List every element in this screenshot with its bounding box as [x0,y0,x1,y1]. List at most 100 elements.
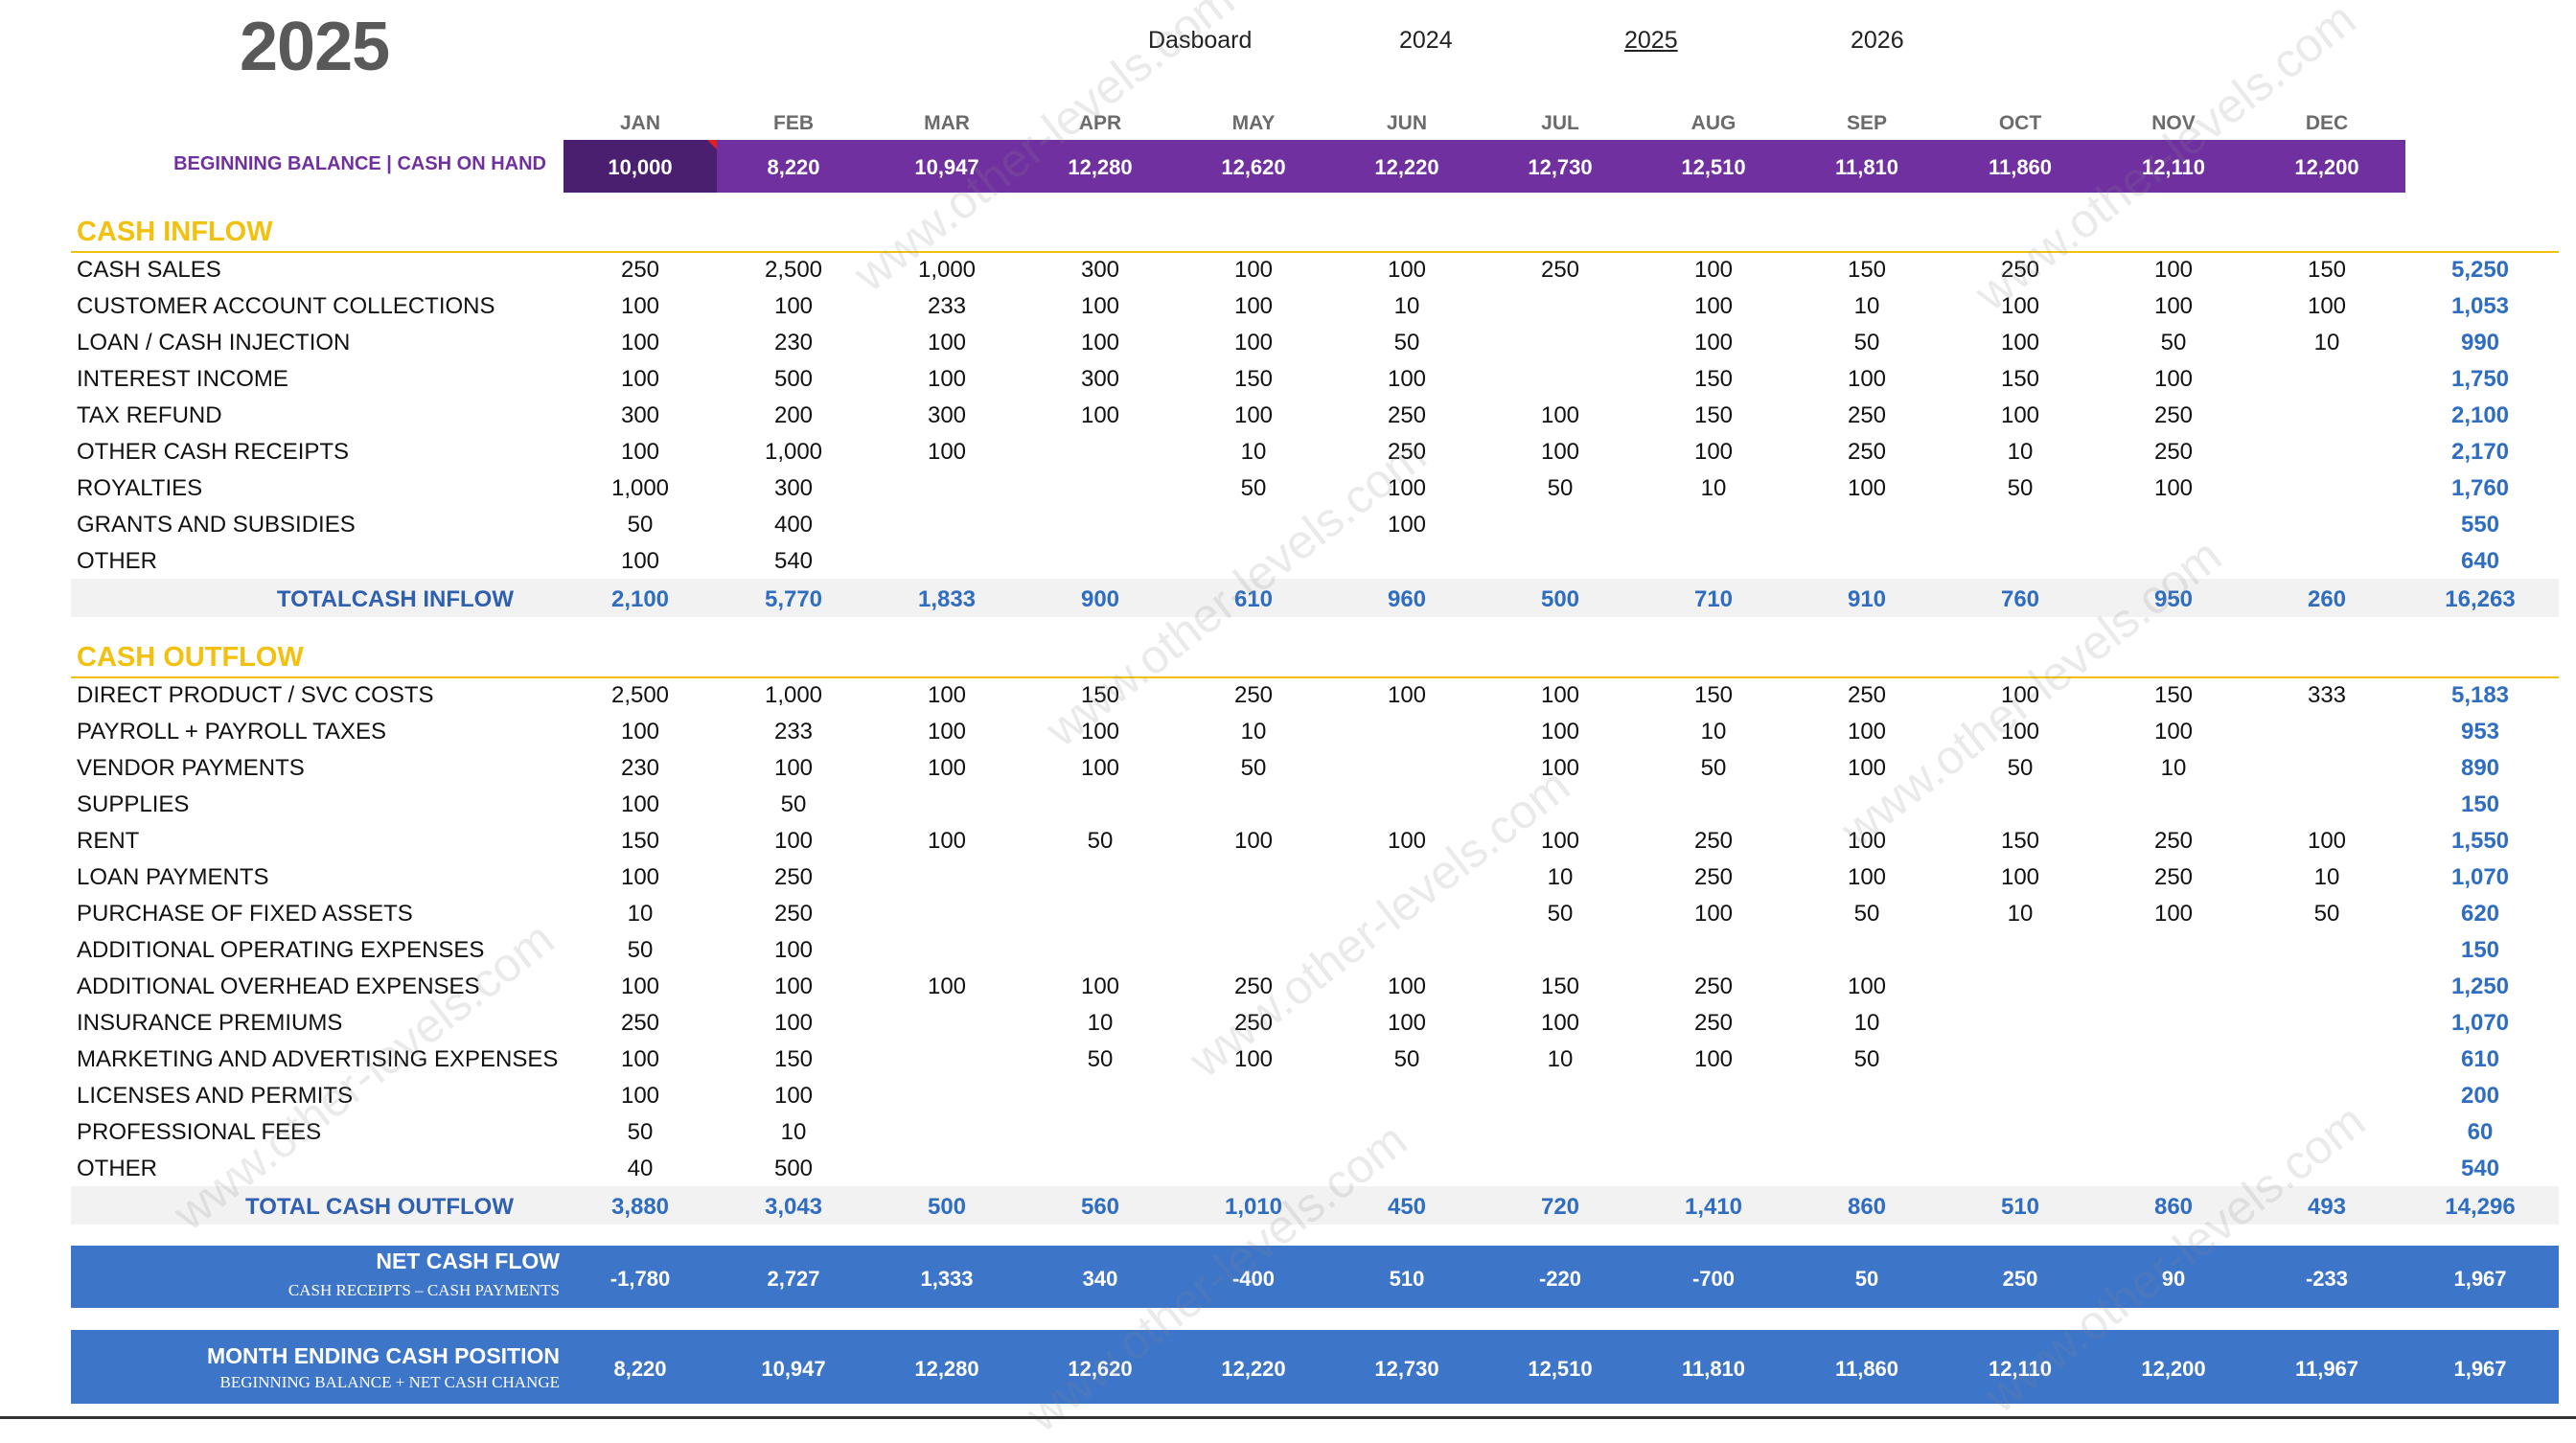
table-cell[interactable]: 500 [773,366,814,392]
table-cell[interactable]: 100 [2000,293,2040,319]
table-cell[interactable]: 100 [1540,402,1580,428]
table-cell[interactable]: 150 [1540,973,1580,999]
table-cell[interactable]: 100 [773,1010,814,1036]
table-cell[interactable]: 150 [1693,366,1734,392]
table-cell[interactable]: 100 [1387,366,1427,392]
table-cell[interactable]: 40 [627,1156,654,1181]
table-cell[interactable]: 100 [2000,330,2040,355]
table-cell[interactable]: 250 [1233,1010,1274,1036]
table-cell[interactable]: 50 [627,512,654,538]
table-cell[interactable]: 100 [1693,257,1734,283]
table-cell[interactable]: 50 [1087,1046,1114,1072]
table-cell[interactable]: 100 [2153,475,2194,501]
table-cell[interactable]: 100 [1387,682,1427,708]
table-cell[interactable]: 10 [1393,293,1420,319]
table-cell[interactable]: 300 [1080,257,1120,283]
nav-2026-link[interactable]: 2026 [1851,27,1904,54]
table-cell[interactable]: 100 [1847,719,1887,744]
table-cell[interactable]: 10 [1853,1010,1880,1036]
table-cell[interactable]: 50 [2313,901,2340,927]
table-cell[interactable]: 100 [1693,901,1734,927]
table-cell[interactable]: 100 [1540,1010,1580,1036]
table-cell[interactable]: 50 [1240,755,1267,781]
table-cell[interactable]: 250 [1693,864,1734,890]
table-cell[interactable]: 10 [2007,439,2034,465]
table-cell[interactable]: 100 [1080,293,1120,319]
table-cell[interactable]: 100 [773,937,814,963]
table-cell[interactable]: 250 [1847,402,1887,428]
table-cell[interactable]: 100 [1540,682,1580,708]
table-cell[interactable]: 250 [620,257,660,283]
table-cell[interactable]: 100 [1080,402,1120,428]
table-cell[interactable]: 50 [1853,901,1880,927]
table-cell[interactable]: 100 [2307,828,2347,854]
table-cell[interactable]: 100 [2153,293,2194,319]
table-cell[interactable]: 100 [773,755,814,781]
table-cell[interactable]: 100 [620,548,660,574]
table-cell[interactable]: 50 [627,1119,654,1145]
table-cell[interactable]: 100 [927,755,967,781]
table-cell[interactable]: 50 [1853,330,1880,355]
table-cell[interactable]: 333 [2307,682,2347,708]
table-cell[interactable]: 50 [627,937,654,963]
table-cell[interactable]: 100 [620,719,660,744]
table-cell[interactable]: 150 [1233,366,1274,392]
table-cell[interactable]: 100 [1387,828,1427,854]
table-cell[interactable]: 50 [1547,901,1574,927]
table-cell[interactable]: 230 [620,755,660,781]
table-cell[interactable]: 10 [1700,719,1727,744]
table-cell[interactable]: 100 [1233,257,1274,283]
table-cell[interactable]: 100 [773,828,814,854]
nav-2025-link[interactable]: 2025 [1624,27,1678,54]
table-cell[interactable]: 233 [773,719,814,744]
table-cell[interactable]: 100 [1387,257,1427,283]
table-cell[interactable]: 100 [620,1046,660,1072]
table-cell[interactable]: 10 [2007,901,2034,927]
table-cell[interactable]: 50 [780,791,807,817]
table-cell[interactable]: 100 [2000,402,2040,428]
table-cell[interactable]: 100 [620,1083,660,1109]
table-cell[interactable]: 100 [773,293,814,319]
table-cell[interactable]: 100 [1387,973,1427,999]
table-cell[interactable]: 300 [927,402,967,428]
table-cell[interactable]: 10 [1547,864,1574,890]
table-cell[interactable]: 100 [620,293,660,319]
table-cell[interactable]: 250 [773,901,814,927]
table-cell[interactable]: 100 [1387,512,1427,538]
table-cell[interactable]: 1,000 [764,682,823,708]
table-cell[interactable]: 1,000 [764,439,823,465]
table-cell[interactable]: 150 [1693,402,1734,428]
table-cell[interactable]: 2,500 [610,682,670,708]
table-cell[interactable]: 250 [1847,439,1887,465]
table-cell[interactable]: 100 [1080,973,1120,999]
table-cell[interactable]: 100 [2000,682,2040,708]
table-cell[interactable]: 100 [773,1083,814,1109]
table-cell[interactable]: 100 [1540,755,1580,781]
table-cell[interactable]: 100 [1387,1010,1427,1036]
table-cell[interactable]: 100 [1540,719,1580,744]
table-cell[interactable]: 100 [1847,366,1887,392]
table-cell[interactable]: 10 [627,901,654,927]
table-cell[interactable]: 100 [1540,828,1580,854]
table-cell[interactable]: 10 [2160,755,2187,781]
table-cell[interactable]: 100 [1847,475,1887,501]
table-cell[interactable]: 250 [2153,828,2194,854]
table-cell[interactable]: 100 [1693,439,1734,465]
table-cell[interactable]: 10 [780,1119,807,1145]
table-cell[interactable]: 100 [1847,828,1887,854]
table-cell[interactable]: 10 [2313,330,2340,355]
table-cell[interactable]: 50 [2007,475,2034,501]
table-cell[interactable]: 100 [1847,755,1887,781]
table-cell[interactable]: 100 [2153,366,2194,392]
table-cell[interactable]: 50 [1087,828,1114,854]
table-cell[interactable]: 100 [620,973,660,999]
table-cell[interactable]: 300 [1080,366,1120,392]
table-cell[interactable]: 100 [773,973,814,999]
table-cell[interactable]: 10 [1240,439,1267,465]
table-cell[interactable]: 250 [1693,1010,1734,1036]
table-cell[interactable]: 100 [620,864,660,890]
table-cell[interactable]: 100 [927,719,967,744]
table-cell[interactable]: 50 [2160,330,2187,355]
table-cell[interactable]: 250 [2000,257,2040,283]
table-cell[interactable]: 200 [773,402,814,428]
